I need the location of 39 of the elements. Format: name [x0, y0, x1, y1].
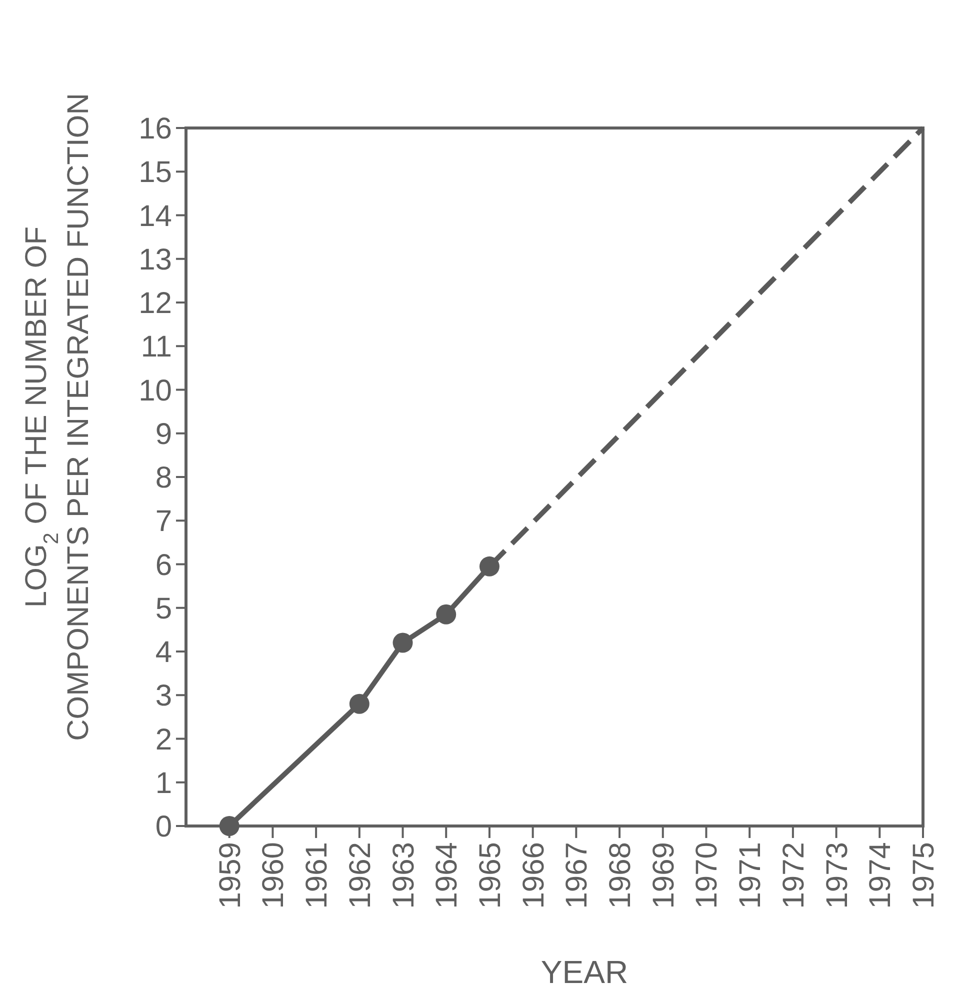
- x-tick-label: 1973: [820, 842, 854, 909]
- x-tick-label: 1965: [474, 842, 507, 909]
- x-tick-label: 1975: [908, 842, 940, 909]
- y-tick-label: 9: [155, 418, 172, 451]
- x-tick-label: 1971: [734, 842, 768, 909]
- x-tick-label: 1968: [604, 842, 638, 909]
- y-tick-label: 14: [138, 200, 172, 233]
- y-tick-label: 15: [138, 156, 172, 190]
- y-tick-label: 13: [138, 243, 172, 276]
- point: [219, 816, 240, 836]
- x-tick-label: 1963: [387, 842, 420, 909]
- y-tick-label: 8: [155, 462, 172, 494]
- x-tick-label: 1970: [690, 842, 724, 909]
- y-tick-label: 11: [140, 330, 172, 364]
- y-tick-label: 12: [138, 287, 172, 320]
- y-tick-label: 6: [155, 548, 172, 582]
- y-tick-label: 5: [155, 592, 172, 626]
- x-tick-label: 1969: [647, 842, 680, 909]
- x-axis-title: YEAR: [540, 954, 628, 990]
- point: [392, 632, 413, 653]
- x-tick-label: 1972: [777, 842, 810, 909]
- y-tick-label: 16: [138, 112, 172, 146]
- x-tick-label: 1961: [300, 842, 334, 909]
- y-tick-label: 0: [155, 810, 172, 844]
- y-tick-label: 10: [138, 374, 172, 408]
- x-tick-label: 1974: [864, 842, 898, 909]
- x-tick-label: 1959: [214, 842, 247, 909]
- x-tick-label: 1964: [430, 842, 464, 909]
- y-tick-label: 2: [155, 723, 172, 756]
- y-tick-label: 7: [155, 505, 172, 538]
- y-tick-label: 1: [155, 766, 172, 800]
- point: [436, 604, 456, 624]
- y-tick-label: 4: [155, 636, 172, 669]
- y-tick-label: 3: [155, 680, 172, 713]
- x-tick-label: 1962: [344, 842, 377, 909]
- x-tick-label: 1966: [517, 842, 550, 909]
- x-tick-label: 1960: [257, 842, 290, 909]
- x-tick-label: 1967: [560, 842, 594, 909]
- point: [349, 694, 370, 714]
